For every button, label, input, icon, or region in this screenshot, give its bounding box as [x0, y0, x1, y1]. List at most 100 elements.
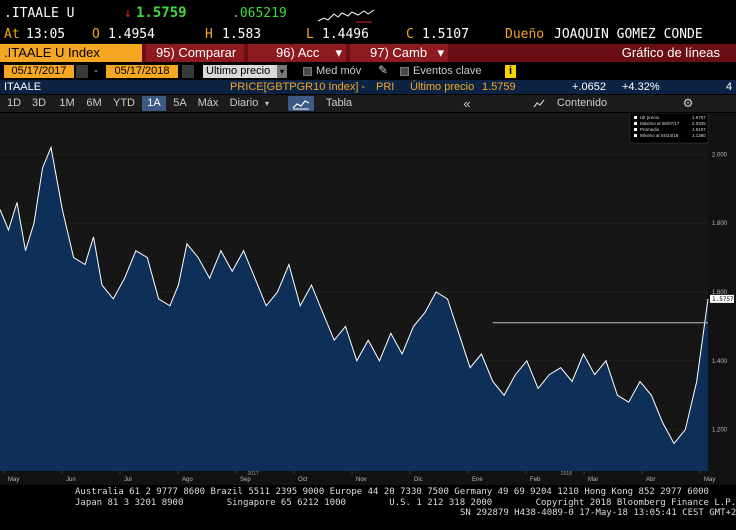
x-tick-label: Ago [182, 477, 193, 483]
price-chart[interactable]: 2.000 1.800 1.600 1.400 1.200 May Jun Jul Ago Se… [0, 113, 736, 485]
acc-dropdown-icon: ▾ [335, 45, 342, 60]
gear-icon[interactable]: ⚙ [682, 96, 694, 110]
period-3d[interactable]: 3D [31, 97, 47, 109]
series-line [0, 145, 709, 445]
legend-label: Máximo al 06/07/17 [640, 121, 680, 126]
content-icon[interactable] [532, 96, 546, 111]
view-title: Gráfico de líneas [452, 44, 736, 62]
last-price-value: 1.5759 [482, 81, 516, 93]
series-source: PRI [376, 81, 395, 93]
legend-marker [634, 128, 637, 131]
owner-name: JOAQUIN GOMEZ CONDE [554, 27, 703, 42]
footer-session: SN 292879 H438-4089-0 17-May-18 13:05:41… [460, 508, 736, 518]
sparkline-icon [317, 9, 375, 23]
series-name: ITAALE [4, 81, 42, 93]
period-1d[interactable]: 1D [6, 97, 22, 109]
legend: Últ precio 1.5757 Máximo al 06/07/17 2.0335… [634, 114, 706, 138]
compare-button[interactable]: 95) Comparar [146, 44, 244, 62]
legend-label: Mínimo al 04/24/18 [640, 133, 679, 138]
legend-value: 2.0335 [692, 121, 706, 126]
y-tick-label: 1.800 [712, 221, 728, 227]
x-tick-label: Nov [356, 477, 367, 483]
x-tick-label: Jun [66, 477, 76, 483]
med-mov-label: Med móv [316, 65, 362, 77]
y-tick-label: 2.000 [712, 152, 728, 158]
series-change: +.0652 [572, 81, 606, 93]
acc-button[interactable]: 96) Acc ▾ [248, 44, 346, 62]
y-tick-label: 1.400 [712, 359, 728, 365]
legend-marker [634, 134, 637, 137]
start-date-field[interactable]: 05/17/2017 [4, 65, 74, 78]
low-label: L [306, 27, 314, 42]
high-value: 1.583 [222, 27, 262, 42]
period-max[interactable]: Máx [197, 97, 219, 109]
legend-value: 1.1360 [692, 133, 706, 138]
x-tick-label: Mar [588, 477, 598, 483]
end-date-field[interactable]: 05/17/2018 [106, 65, 178, 78]
low-value: 1.4496 [322, 27, 369, 42]
x-tick-label: Jul [124, 477, 132, 483]
legend-value: 1.5757 [692, 115, 706, 120]
last-price-label: Último precio [410, 81, 475, 93]
pencil-icon[interactable]: ✎ [378, 63, 389, 77]
date-separator: - [94, 65, 98, 77]
x-tick-label: Dic [414, 477, 423, 483]
compare-num: 95) [156, 45, 175, 60]
legend-value: 1.5107 [692, 127, 706, 132]
open-value: 1.4954 [108, 27, 155, 42]
legend-marker [634, 122, 637, 125]
collapse-icon[interactable]: « [463, 96, 471, 111]
series-area [0, 147, 708, 471]
period-ytd[interactable]: YTD [113, 97, 135, 109]
x-tick-label: Feb [530, 477, 541, 483]
legend-marker [634, 116, 637, 119]
line-chart-icon[interactable] [288, 96, 314, 111]
chevron-down-icon[interactable]: ▾ [264, 99, 269, 108]
year-label: 2017 [248, 471, 259, 477]
last-price: 1.5759 [136, 5, 187, 21]
period-bar: 1D 3D 1M 6M YTD 1A 5A Máx Diario ▾ Tabla… [0, 95, 736, 112]
legend-label: Promedio [640, 127, 660, 132]
function-bar: .ITAALE U Index 95) Comparar 96) Acc ▾ 9… [0, 44, 736, 62]
info-icon[interactable]: i [505, 65, 516, 78]
table-button[interactable]: Tabla [325, 97, 353, 109]
camb-num: 97) [370, 45, 389, 60]
period-6m[interactable]: 6M [86, 97, 102, 109]
quote-time: 13:05 [26, 27, 66, 42]
period-5a[interactable]: 5A [173, 97, 187, 109]
footer: Australia 61 2 9777 8600 Brazil 5511 239… [0, 485, 736, 530]
net-change: .065219 [232, 6, 287, 21]
camb-label: Camb [392, 45, 428, 60]
calendar-icon[interactable] [76, 65, 88, 78]
period-1a[interactable]: 1A [142, 96, 166, 111]
acc-num: 96) [276, 45, 295, 60]
frequency-select[interactable]: Diario [229, 97, 259, 109]
med-mov-checkbox[interactable] [303, 67, 312, 76]
period-1m[interactable]: 1M [59, 97, 75, 109]
y-tick-label: 1.200 [712, 428, 728, 434]
high-label: H [205, 27, 213, 42]
x-tick-label: Sep [240, 477, 251, 483]
options-row: 05/17/2017 - 05/17/2018 Último precio ▾ … [0, 63, 736, 80]
series-pct: +4.32% [622, 81, 660, 93]
quote-header: .ITAALE U ↓ 1.5759 .065219 [0, 4, 736, 26]
security-field[interactable]: .ITAALE U Index [0, 44, 142, 62]
open-label: O [92, 27, 100, 42]
y-axis: 2.000 1.800 1.600 1.400 1.200 [712, 152, 728, 433]
content-button[interactable]: Contenido [556, 97, 608, 109]
eventos-checkbox[interactable] [400, 67, 409, 76]
series-count: 4 [726, 81, 733, 93]
at-label: At [4, 27, 20, 42]
x-axis: May Jun Jul Ago Sep Oct Nov Dic Ene Feb Mar Abr May 2… [3, 471, 715, 483]
camb-button[interactable]: 97) Camb ▾ [350, 44, 448, 62]
acc-label: Acc [297, 45, 320, 60]
x-tick-label: May [8, 477, 19, 483]
close-label: C [406, 27, 414, 42]
price-field-select[interactable]: Último precio [203, 65, 287, 78]
chevron-down-icon[interactable]: ▾ [277, 65, 287, 78]
calendar-icon[interactable] [182, 65, 194, 78]
quote-details: At 13:05 O 1.4954 H 1.583 L 1.4496 C 1.5… [0, 26, 736, 44]
last-price-tag: 1.5757 [712, 296, 734, 303]
year-label: 2018 [561, 471, 572, 477]
legend-label: Últ precio [640, 114, 660, 120]
